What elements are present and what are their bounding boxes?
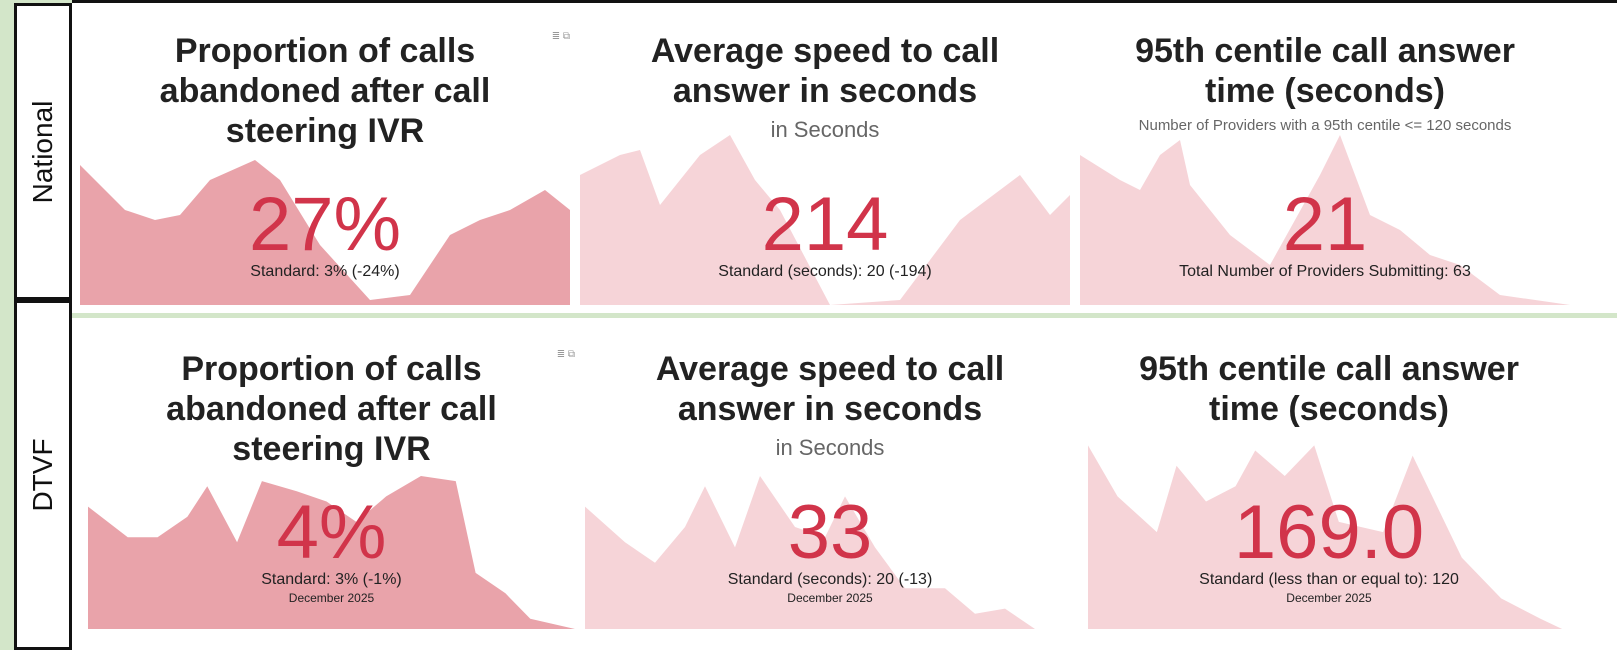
sparkline-area: [1088, 445, 1563, 629]
kpi-date: December 2025: [1286, 591, 1372, 605]
sparkline-area: [88, 476, 575, 629]
kpi-value: 21: [1282, 182, 1368, 267]
row-label-text: National: [27, 100, 58, 203]
kpi-standard: Standard (seconds): 20 (-194): [718, 263, 932, 280]
card-content: Average speed to call answer in seconds i…: [585, 323, 1075, 629]
card-title: 95th centile call answer time (seconds): [1139, 350, 1519, 428]
card-title: Proportion of calls abandoned after call…: [166, 350, 497, 468]
kpi-date: December 2025: [787, 591, 873, 605]
kpi-card: Proportion of calls abandoned after call…: [80, 5, 570, 305]
card-icons[interactable]: ≣ ⧉: [551, 31, 570, 42]
kpi-standard: Total Number of Providers Submitting: 63: [1179, 263, 1471, 280]
row-label: National: [14, 3, 72, 300]
sparkline: [88, 476, 575, 629]
card-subtitle: in Seconds: [775, 435, 885, 460]
card-title: 95th centile call answer time (seconds): [1135, 32, 1515, 110]
sparkline: [1088, 445, 1563, 629]
sparkline-area: [80, 160, 570, 305]
kpi-card: 95th centile call answer time (seconds) N…: [1080, 5, 1570, 305]
kpi-value: 27%: [248, 182, 402, 267]
card-content: 95th centile call answer time (seconds) N…: [1080, 5, 1570, 305]
card-content: Proportion of calls abandoned after call…: [88, 323, 575, 629]
sparkline-area: [1080, 135, 1570, 305]
kpi-value: 169.0: [1233, 490, 1425, 575]
card-title: Average speed to call answer in seconds: [655, 350, 1005, 428]
kpi-standard: Standard: 3% (-1%): [261, 571, 402, 588]
sparkline: [1080, 135, 1570, 305]
kpi-value: 214: [761, 182, 889, 267]
card-title: Average speed to call answer in seconds: [650, 32, 1000, 110]
kpi-card: Average speed to call answer in seconds i…: [580, 5, 1070, 305]
sparkline: [80, 160, 570, 305]
card-content: Average speed to call answer in seconds i…: [580, 5, 1070, 305]
sparkline: [585, 476, 1075, 629]
kpi-card: Average speed to call answer in seconds i…: [585, 323, 1075, 629]
kpi-standard: Standard: 3% (-24%): [250, 263, 400, 280]
card-subtitle: in Seconds: [770, 117, 880, 142]
sparkline-area: [580, 135, 1070, 305]
kpi-value: 4%: [276, 490, 387, 575]
kpi-value: 33: [787, 490, 873, 575]
kpi-standard: Standard (seconds): 20 (-13): [727, 571, 933, 588]
kpi-standard: Standard (less than or equal to): 120: [1199, 571, 1459, 588]
row-label-text: DTVF: [27, 438, 58, 512]
card-content: 95th centile call answer time (seconds) 1…: [1088, 323, 1570, 629]
sparkline: [580, 135, 1070, 305]
row-label: DTVF: [14, 300, 72, 650]
kpi-date: December 2025: [288, 591, 375, 605]
card-icons[interactable]: ≣ ⧉: [556, 349, 575, 360]
kpi-card: 95th centile call answer time (seconds) 1…: [1088, 323, 1570, 629]
sparkline-area: [585, 476, 1075, 629]
kpi-card: Proportion of calls abandoned after call…: [88, 323, 575, 629]
card-title: Proportion of calls abandoned after call…: [159, 32, 491, 150]
card-subtitle: Number of Providers with a 95th centile …: [1138, 117, 1512, 134]
card-content: Proportion of calls abandoned after call…: [80, 5, 570, 305]
